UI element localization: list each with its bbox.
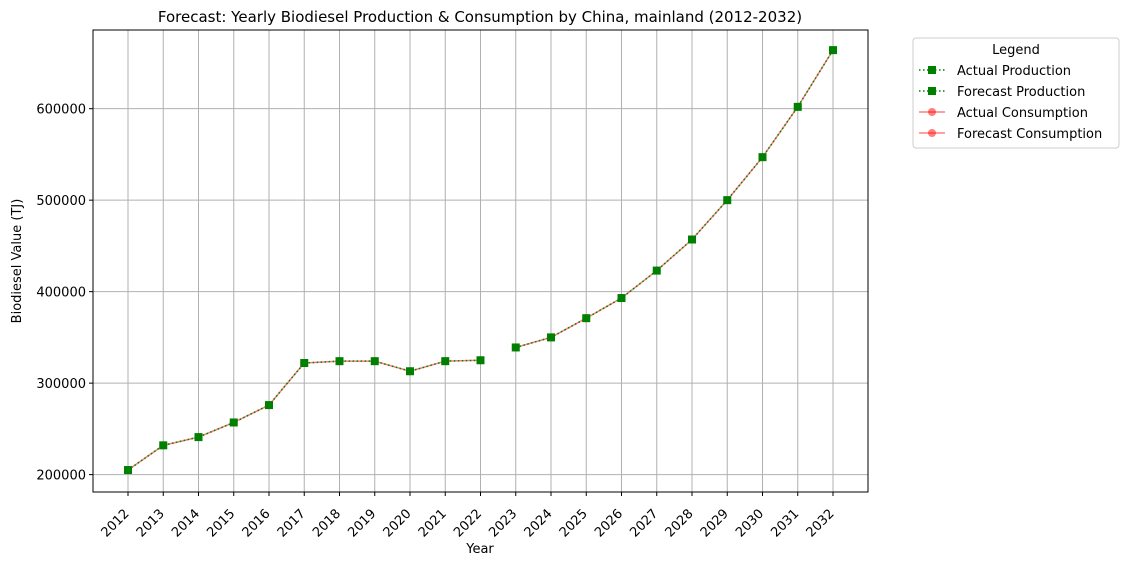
y-tick-label: 200000 bbox=[36, 469, 86, 484]
x-tick-label: 2027 bbox=[627, 506, 661, 540]
legend-title: Legend bbox=[992, 43, 1040, 58]
legend-box bbox=[912, 37, 1120, 149]
data-point bbox=[300, 359, 309, 368]
x-tick-label: 2020 bbox=[381, 506, 415, 540]
data-point bbox=[547, 333, 555, 342]
data-point bbox=[441, 357, 450, 366]
x-tick-label: 2028 bbox=[663, 506, 697, 540]
x-tick-label: 2029 bbox=[698, 506, 732, 540]
data-point bbox=[511, 343, 520, 352]
data-point bbox=[265, 401, 273, 410]
x-tick-label: 2018 bbox=[310, 506, 344, 540]
legend-swatch-marker bbox=[928, 108, 936, 116]
series-line bbox=[515, 49, 834, 349]
legend-item-forecast-consumption: Forecast Consumption bbox=[919, 127, 1102, 142]
legend-swatch-marker bbox=[928, 87, 936, 95]
legend-swatch-marker bbox=[928, 66, 936, 74]
y-axis-label: Biodiesel Value (TJ) bbox=[10, 199, 25, 324]
data-point bbox=[688, 235, 696, 244]
y-axis: 200000 300000 400000 500000 600000 bbox=[36, 103, 93, 484]
legend-label: Actual Production bbox=[957, 64, 1071, 79]
y-tick-label: 400000 bbox=[36, 286, 86, 301]
x-tick-label: 2013 bbox=[134, 506, 168, 540]
data-point bbox=[370, 357, 379, 366]
data-point bbox=[617, 294, 626, 303]
series-forecast-consumption bbox=[511, 46, 837, 352]
x-tick-label: 2024 bbox=[522, 506, 556, 540]
x-tick-label: 2032 bbox=[804, 506, 838, 540]
x-axis-label: Year bbox=[465, 542, 494, 557]
x-tick-label: 2019 bbox=[345, 506, 379, 540]
grid bbox=[93, 30, 868, 492]
data-point bbox=[476, 356, 485, 365]
x-tick-label: 2015 bbox=[204, 506, 238, 540]
legend: Legend Actual Production Forecast Product… bbox=[912, 37, 1120, 149]
series-forecast-production bbox=[511, 46, 837, 352]
y-tick-label: 600000 bbox=[36, 103, 86, 118]
chart-title: Forecast: Yearly Biodiesel Production & … bbox=[158, 8, 802, 26]
legend-label: Actual Consumption bbox=[957, 106, 1088, 121]
data-point bbox=[159, 441, 168, 450]
data-point bbox=[793, 102, 802, 111]
data-point bbox=[124, 466, 132, 475]
data-point bbox=[229, 418, 238, 427]
x-axis: 2012 2013 2014 2015 2016 2017 2018 2019 2020 2021… bbox=[99, 492, 838, 540]
series-actual-production bbox=[124, 356, 485, 475]
x-tick-label: 2017 bbox=[275, 506, 309, 540]
data-point bbox=[758, 153, 767, 162]
series-layer bbox=[124, 46, 837, 475]
x-tick-label: 2022 bbox=[451, 506, 485, 540]
legend-label: Forecast Production bbox=[957, 85, 1085, 100]
legend-swatch-marker bbox=[928, 129, 936, 137]
legend-item-actual-consumption: Actual Consumption bbox=[919, 106, 1088, 121]
x-tick-label: 2023 bbox=[486, 506, 520, 540]
y-tick-label: 500000 bbox=[36, 194, 86, 209]
x-tick-label: 2025 bbox=[557, 506, 591, 540]
data-point bbox=[652, 266, 661, 275]
data-point bbox=[406, 367, 414, 376]
x-tick-label: 2012 bbox=[99, 506, 133, 540]
y-tick-label: 300000 bbox=[36, 377, 86, 392]
x-tick-label: 2030 bbox=[733, 506, 767, 540]
data-point bbox=[335, 357, 344, 366]
legend-item-forecast-production: Forecast Production bbox=[919, 85, 1085, 100]
legend-items: Actual Production Forecast Production Actu… bbox=[919, 64, 1102, 142]
legend-label: Forecast Consumption bbox=[957, 127, 1102, 142]
series-line bbox=[515, 49, 834, 349]
legend-item-actual-production: Actual Production bbox=[919, 64, 1071, 79]
x-tick-label: 2016 bbox=[240, 506, 274, 540]
x-tick-label: 2031 bbox=[768, 506, 802, 540]
data-point bbox=[194, 433, 203, 442]
x-tick-label: 2026 bbox=[592, 506, 626, 540]
x-tick-label: 2021 bbox=[416, 506, 450, 540]
x-tick-label: 2014 bbox=[169, 506, 203, 540]
data-point bbox=[829, 46, 837, 55]
data-point bbox=[582, 314, 591, 323]
data-point bbox=[723, 196, 732, 205]
